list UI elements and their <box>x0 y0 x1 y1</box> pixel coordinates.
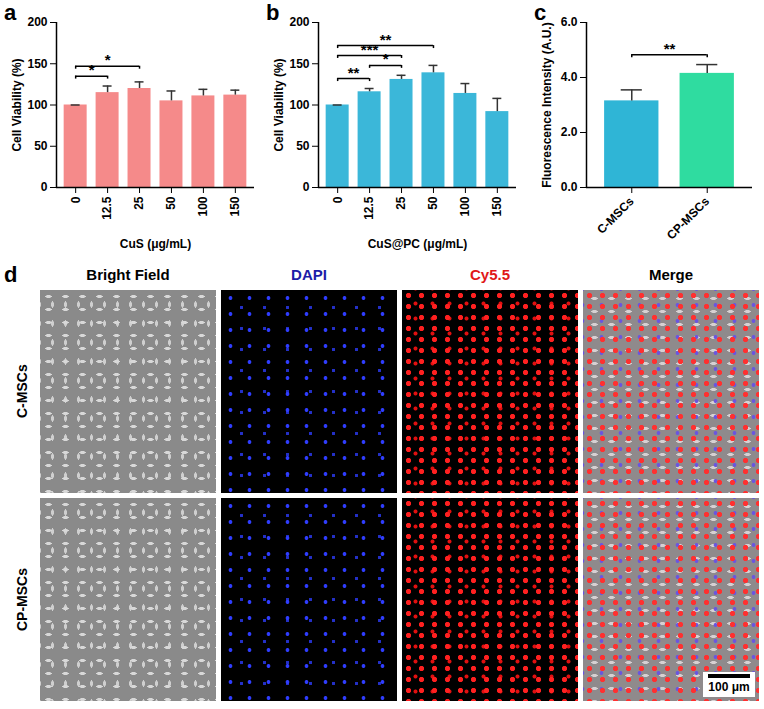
svg-text:Cell Viability (%): Cell Viability (%) <box>272 58 286 151</box>
html-text:Bright Field: Bright Field <box>86 266 170 283</box>
svg-text:50: 50 <box>164 196 178 210</box>
svg-text:25: 25 <box>132 196 146 210</box>
svg-text:150: 150 <box>228 196 242 216</box>
html-text:b: b <box>266 0 280 25</box>
svg-text:*: * <box>383 50 389 67</box>
svg-text:0: 0 <box>41 180 48 194</box>
svg-text:C-MSCs: C-MSCs <box>594 194 637 237</box>
svg-text:CuS (μg/mL): CuS (μg/mL) <box>120 237 191 251</box>
svg-text:*: * <box>105 51 111 68</box>
svg-text:2.0: 2.0 <box>561 125 578 139</box>
svg-text:**: ** <box>348 64 360 81</box>
svg-text:0: 0 <box>331 196 345 203</box>
svg-text:4.0: 4.0 <box>561 70 578 84</box>
svg-text:150: 150 <box>289 57 309 71</box>
svg-text:0: 0 <box>303 180 310 194</box>
svg-text:50: 50 <box>296 139 310 153</box>
svg-text:50: 50 <box>34 139 48 153</box>
svg-text:12.5: 12.5 <box>100 196 114 220</box>
svg-text:*: * <box>89 61 95 78</box>
svg-text:Fluorescence Intensity (A.U.): Fluorescence Intensity (A.U.) <box>540 22 554 187</box>
svg-text:CP-MSCs: CP-MSCs <box>664 194 712 242</box>
svg-text:200: 200 <box>27 15 47 29</box>
html-text:CP-MSCs: CP-MSCs <box>14 568 30 631</box>
svg-text:***: *** <box>361 41 379 58</box>
svg-text:50: 50 <box>426 196 440 210</box>
html-text:d: d <box>4 262 18 287</box>
svg-text:200: 200 <box>289 15 309 29</box>
svg-text:100: 100 <box>196 196 210 216</box>
svg-text:Cell Viability (%): Cell Viability (%) <box>10 58 24 151</box>
svg-text:CuS@PC (μg/mL): CuS@PC (μg/mL) <box>368 237 468 251</box>
svg-text:100: 100 <box>289 98 309 112</box>
svg-text:150: 150 <box>490 196 504 216</box>
html-text:Cy5.5: Cy5.5 <box>470 266 510 283</box>
svg-text:25: 25 <box>394 196 408 210</box>
html-text:a: a <box>4 0 17 25</box>
html-text:Merge: Merge <box>648 266 694 283</box>
html-text:c: c <box>534 0 547 25</box>
svg-text:150: 150 <box>27 57 47 71</box>
svg-text:100: 100 <box>458 196 472 216</box>
html-text:100 μm: 100 μm <box>708 680 750 694</box>
svg-text:**: ** <box>380 31 392 48</box>
svg-text:**: ** <box>664 40 676 57</box>
html-text:DAPI: DAPI <box>291 266 327 283</box>
svg-text:0: 0 <box>69 196 83 203</box>
svg-text:12.5: 12.5 <box>362 196 376 220</box>
svg-text:6.0: 6.0 <box>561 15 578 29</box>
svg-text:100: 100 <box>27 98 47 112</box>
html-text:C-MSCs: C-MSCs <box>14 364 30 419</box>
svg-text:0.0: 0.0 <box>561 180 578 194</box>
